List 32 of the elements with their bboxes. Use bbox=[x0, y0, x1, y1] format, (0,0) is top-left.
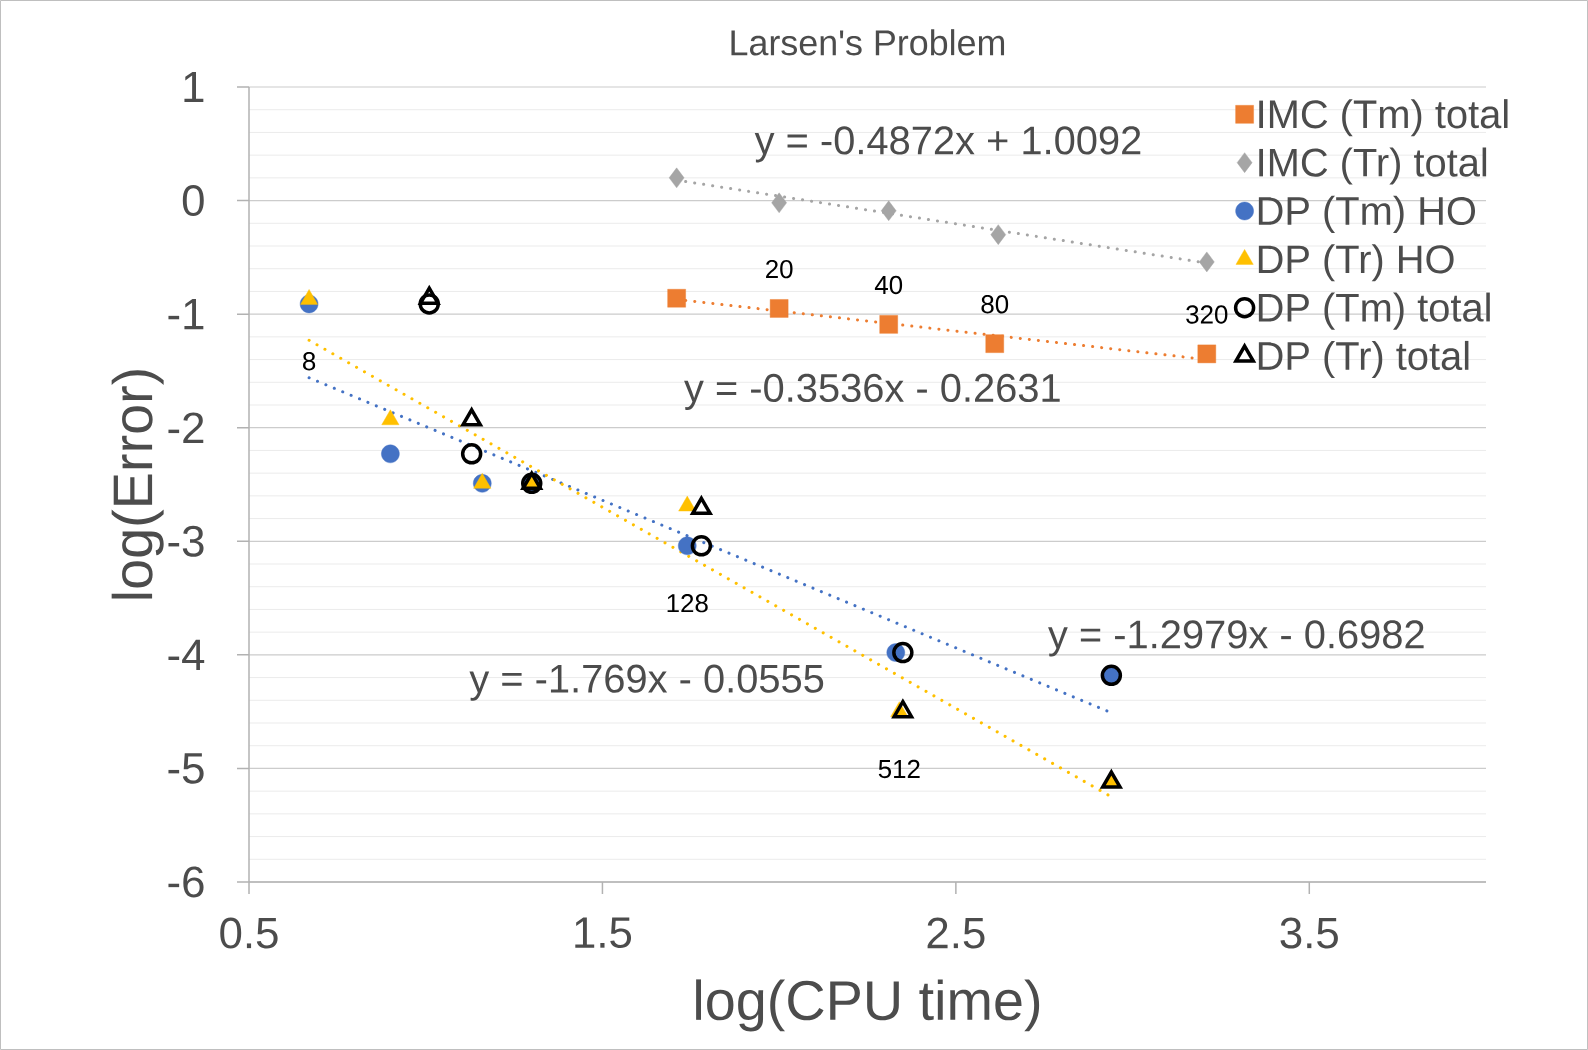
y-tick-label: -2 bbox=[168, 412, 204, 444]
legend-label: DP (Tm) total bbox=[1258, 292, 1490, 330]
annotation: y = -0.4872x + 1.0092 bbox=[754, 126, 1141, 163]
y-tick-label: -5 bbox=[168, 753, 204, 784]
legend-label: IMC (Tm) total bbox=[1259, 99, 1508, 137]
y-tick-label: 0 bbox=[182, 185, 204, 217]
x-tick-label: 3.5 bbox=[1280, 917, 1338, 949]
x-axis-title: log(CPU time) bbox=[696, 979, 1040, 1032]
annotation: 8 bbox=[303, 352, 316, 371]
annotation: 512 bbox=[878, 759, 920, 779]
legend-label: IMC (Tr) total bbox=[1259, 147, 1487, 185]
annotation: 40 bbox=[874, 275, 903, 295]
y-tick-label: -3 bbox=[168, 525, 204, 557]
chart-title: Larsen's Problem bbox=[731, 29, 1005, 56]
annotation: y = -1.2979x - 0.6982 bbox=[1048, 620, 1424, 657]
x-tick-label: 1.5 bbox=[575, 917, 632, 949]
y-tick-label: -4 bbox=[168, 639, 205, 670]
y-tick-label: -6 bbox=[168, 866, 204, 898]
annotation: 80 bbox=[981, 295, 1009, 314]
annotation: 128 bbox=[667, 594, 708, 613]
annotation: y = -0.3536x - 0.2631 bbox=[684, 373, 1060, 410]
annotation: 320 bbox=[1186, 305, 1228, 324]
x-tick-label: 0.5 bbox=[220, 917, 278, 949]
annotation: y = -1.769x - 0.0555 bbox=[469, 664, 824, 701]
y-tick-label: -1 bbox=[168, 299, 204, 330]
annotation: 20 bbox=[766, 259, 793, 279]
x-tick-label: 2.5 bbox=[927, 917, 985, 949]
y-axis-title: log(Error) bbox=[111, 370, 164, 599]
legend-label: DP (Tm) HO bbox=[1258, 195, 1476, 233]
legend-label: DP (Tr) HO bbox=[1258, 244, 1454, 282]
y-tick-label: 1 bbox=[184, 71, 204, 103]
legend-label: DP (Tr) total bbox=[1258, 340, 1469, 379]
